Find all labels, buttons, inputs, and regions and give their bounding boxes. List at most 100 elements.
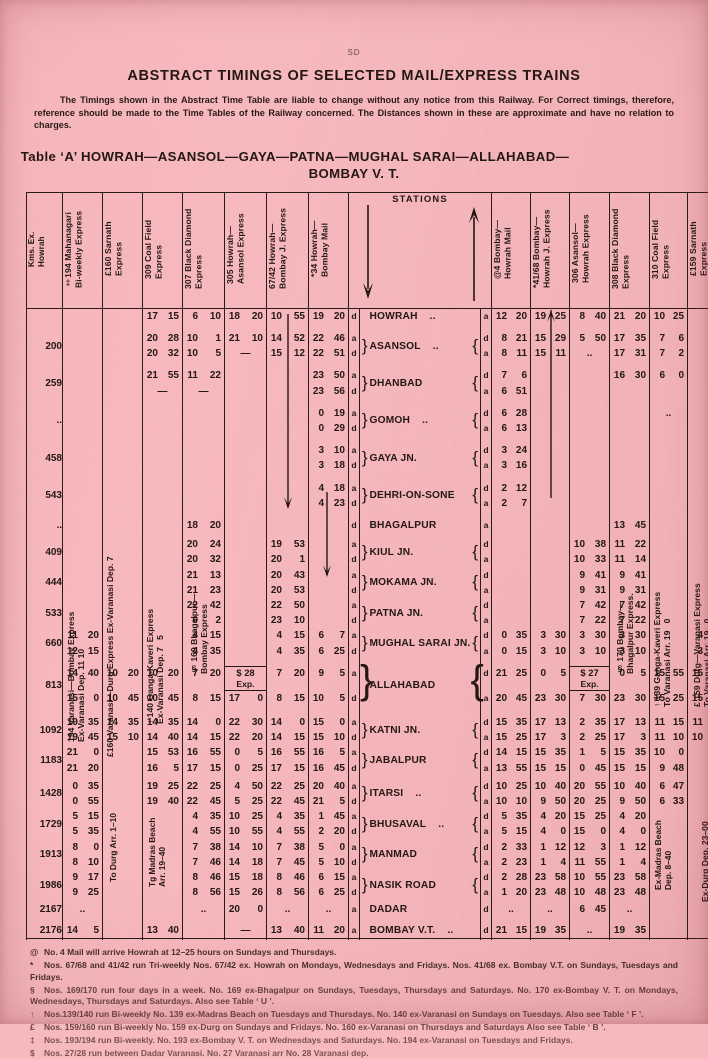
- station-name: DEHRI-ON-SONE: [370, 490, 455, 501]
- km-cell: 813: [27, 666, 63, 706]
- arrive-depart-marker: d: [481, 537, 492, 552]
- time-cell: [225, 406, 267, 421]
- col-header-159: £159 Sarnath Express: [688, 192, 708, 308]
- time-cell: [492, 518, 531, 533]
- time-cell: [63, 443, 103, 458]
- label-308-right-vertical: § 170 Bombay— Bhagalpur Express.: [615, 544, 635, 674]
- row-spacer: [27, 399, 708, 406]
- arrive-depart-marker: d: [349, 761, 360, 776]
- time-cell: [143, 443, 183, 458]
- km-cell: [27, 308, 63, 324]
- brace-left: }: [360, 870, 370, 900]
- km-cell: ..: [27, 406, 63, 436]
- row-spacer: [27, 436, 708, 443]
- time-cell: [610, 384, 650, 399]
- arrive-depart-marker: a: [481, 824, 492, 839]
- footnotes: @No. 4 Mail will arrive Howrah at 12–25 …: [30, 947, 678, 1059]
- label-310-madras-vertical: Ex-Madras Beach Dep. 8–40: [653, 770, 673, 890]
- arrive-depart-marker: d: [481, 481, 492, 496]
- station-name-cell: MUGHAL SARAI JN.: [370, 628, 471, 658]
- row-spacer: [27, 361, 708, 368]
- time-cell: [63, 481, 103, 496]
- time-cell: [103, 406, 143, 421]
- time-cell: [531, 598, 570, 613]
- arrive-depart-marker: d: [349, 794, 360, 809]
- arrive-depart-marker: d: [349, 824, 360, 839]
- time-cell: [610, 481, 650, 496]
- time-cell: [225, 537, 267, 552]
- time-cell: [225, 421, 267, 436]
- arrive-depart-marker: d: [349, 458, 360, 473]
- station-name: DHANBAD: [370, 378, 423, 389]
- time-cell: [183, 406, 225, 421]
- time-cell: [531, 583, 570, 598]
- arrive-depart-marker: d: [481, 902, 492, 917]
- km-header-cell: Kms. Ex. Howrah: [27, 192, 63, 308]
- stations-header-cell: STATIONS: [349, 192, 492, 308]
- col-header-160: £160 Sarnath Express: [103, 192, 143, 308]
- time-cell: [63, 346, 103, 361]
- arrive-depart-marker: a: [481, 384, 492, 399]
- brace-left: }: [360, 809, 370, 839]
- brace-left: }: [360, 628, 370, 658]
- document-title: ABSTRACT TIMINGS OF SELECTED MAIL/EXPRES…: [0, 68, 708, 84]
- station-name-cell: PATNA JN.: [370, 598, 471, 628]
- col-label-41-68: *41/68 Bombay— Howrah J. Express: [531, 193, 569, 305]
- arrive-depart-marker: d: [481, 368, 492, 383]
- station-dots: ..: [447, 925, 453, 936]
- brace-left: }: [360, 331, 370, 361]
- table-title: Table ‘A’ HOWRAH—ASANSOL—GAYA—PATNA—MUGH…: [0, 148, 708, 182]
- brace-right: {: [471, 598, 481, 628]
- time-cell: [309, 583, 349, 598]
- station-name: MOKAMA JN.: [370, 577, 437, 588]
- time-cell: ..: [267, 902, 309, 917]
- time-cell: [688, 406, 708, 421]
- down-arrow-icon: [361, 205, 375, 301]
- time-cell: [688, 902, 708, 917]
- label-160-madras-vertical: Tg Madras Beach Arr. 19–40: [147, 767, 167, 887]
- station-name: KIUL JN.: [370, 547, 414, 558]
- km-cell: 200: [27, 331, 63, 361]
- time-cell: [225, 443, 267, 458]
- arrive-depart-marker: a: [349, 537, 360, 552]
- label-310-right-vertical: ↑ 139 Ganga-Kaveri Express To Varanasi A…: [652, 522, 672, 707]
- brace-right: {: [471, 809, 481, 839]
- brace-right: {: [471, 870, 481, 900]
- footnote-row: §Nos. 169/170 run four days in a week. N…: [30, 985, 678, 1008]
- time-cell: [103, 496, 143, 511]
- time-cell: [688, 384, 708, 399]
- arrive-depart-marker: a: [481, 346, 492, 361]
- time-cell: [610, 421, 650, 436]
- footnote-marker: $: [30, 1048, 44, 1059]
- col-header-306: 306 Asansol— Howrah Express: [570, 192, 610, 308]
- brace-left: }: [360, 666, 370, 706]
